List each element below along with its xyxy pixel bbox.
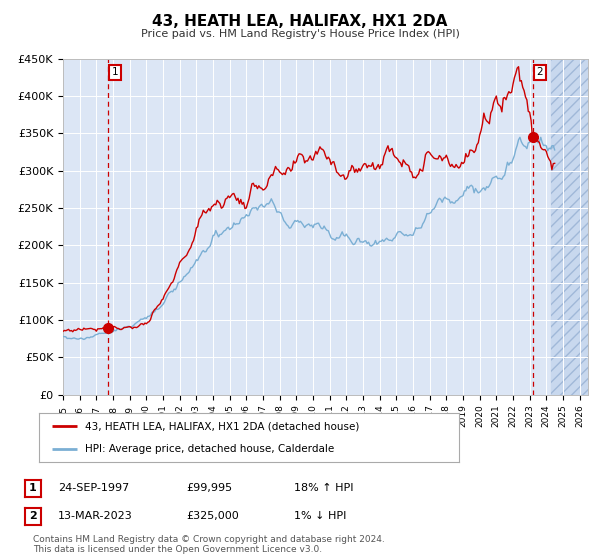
Text: 43, HEATH LEA, HALIFAX, HX1 2DA (detached house): 43, HEATH LEA, HALIFAX, HX1 2DA (detache… xyxy=(85,421,359,431)
Text: 1: 1 xyxy=(112,67,118,77)
Text: 2: 2 xyxy=(536,67,543,77)
Text: £99,995: £99,995 xyxy=(186,483,232,493)
Text: 13-MAR-2023: 13-MAR-2023 xyxy=(58,511,133,521)
Text: £325,000: £325,000 xyxy=(186,511,239,521)
Text: 2: 2 xyxy=(29,511,37,521)
Text: HPI: Average price, detached house, Calderdale: HPI: Average price, detached house, Cald… xyxy=(85,444,334,454)
Bar xyxy=(551,59,588,395)
Text: 24-SEP-1997: 24-SEP-1997 xyxy=(58,483,130,493)
Text: 43, HEATH LEA, HALIFAX, HX1 2DA: 43, HEATH LEA, HALIFAX, HX1 2DA xyxy=(152,14,448,29)
Text: 18% ↑ HPI: 18% ↑ HPI xyxy=(294,483,353,493)
Text: 1: 1 xyxy=(29,483,37,493)
Text: Contains HM Land Registry data © Crown copyright and database right 2024.
This d: Contains HM Land Registry data © Crown c… xyxy=(33,535,385,554)
Bar xyxy=(551,59,588,395)
Text: 1% ↓ HPI: 1% ↓ HPI xyxy=(294,511,346,521)
Text: Price paid vs. HM Land Registry's House Price Index (HPI): Price paid vs. HM Land Registry's House … xyxy=(140,29,460,39)
